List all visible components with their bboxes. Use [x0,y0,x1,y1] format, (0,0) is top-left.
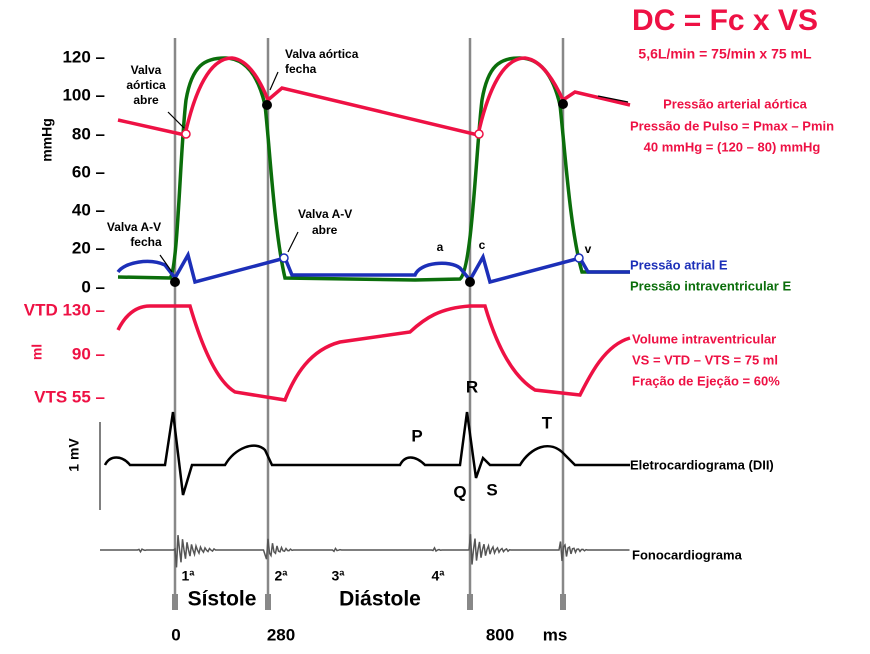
time-unit: ms [543,625,568,644]
wave-label: v [585,242,592,256]
tick-label: 20 – [72,238,105,257]
arrow [167,111,185,129]
annotation: abre [312,223,338,237]
aortic-pressure-curve [117,56,631,138]
time-label: 0 [171,625,180,644]
annotation: Valva A-V [298,207,352,221]
annotation: Valva [131,63,162,77]
wave-label: Q [453,482,466,501]
annotation: aórtica [126,78,166,92]
title: DC = Fc x VS [632,4,818,37]
time-label: 800 [486,625,514,644]
phase-label: Diástole [339,588,421,611]
tick-label: 0 – [81,277,105,296]
wave-label: S [486,480,497,499]
annotation: abre [133,93,159,107]
legend-text: 40 mmHg = (120 – 80) mmHg [644,139,821,154]
valve-event [558,99,568,109]
tick-label: 40 – [72,200,105,219]
wave-label: R [466,377,478,396]
arrow [159,254,173,273]
phonocardiogram-trace [100,534,630,568]
atrial-pressure-curve [116,250,630,285]
time-label: 280 [267,625,295,644]
valve-event [262,100,272,110]
valve-event [574,253,584,263]
tick-label: 90 – [72,344,105,363]
trace-label: Fonocardiograma [632,547,743,562]
tick-label: 60 – [72,162,105,181]
volume-curve [116,304,631,402]
tick-label: 120 – [62,47,105,66]
legend-text: Pressão arterial aórtica [663,96,808,111]
tick-label: VTS 55 – [34,387,105,406]
ecg-trace [103,411,630,496]
valve-event [474,129,484,139]
formula: 5,6L/min = 75/min x 75 mL [638,46,812,62]
trace-label: Eletrocardiograma (DII) [630,457,774,472]
annotation: Valva A-V [107,220,161,234]
ventricular-pressure-curve [117,56,630,282]
event-markers [170,99,584,287]
valve-event [181,129,191,139]
arrow [287,231,299,253]
annotation-arrows [159,71,629,273]
tick-label: 100 – [62,85,105,104]
axis-label: mmHg [39,118,55,162]
legend-text: Pressão intraventricular E [630,278,791,293]
legend-text: Pressão atrial E [630,257,728,272]
legend-text: Fração de Ejeção = 60% [632,373,780,388]
arrow [269,71,279,91]
time-lines [173,38,565,610]
annotation: fecha [130,235,162,249]
valve-event [279,253,289,263]
sound-label: 3ª [332,568,346,584]
valve-event [170,277,180,287]
annotation: Valva aórtica [285,47,359,61]
annotation: fecha [285,62,317,76]
sound-label: 4ª [432,568,446,584]
time-ticks [172,594,566,610]
valve-event [465,277,475,287]
scale-label: 1 mV [66,438,82,472]
legend-text: Volume intraventricular [632,331,776,346]
wave-label: P [411,426,422,445]
wave-label: c [479,238,486,252]
axis-label: ml [29,344,45,360]
wave-label: a [437,240,444,254]
arrow [597,95,629,103]
legend-text: Pressão de Pulso = Pmax – Pmin [630,118,834,133]
tick-label: VTD 130 – [24,300,105,319]
sound-label: 2ª [275,568,289,584]
legend-text: VS = VTD – VTS = 75 ml [632,352,778,367]
phase-label: Sístole [188,588,257,611]
tick-label: 80 – [72,124,105,143]
wave-label: T [542,413,553,432]
sound-label: 1ª [182,568,196,584]
